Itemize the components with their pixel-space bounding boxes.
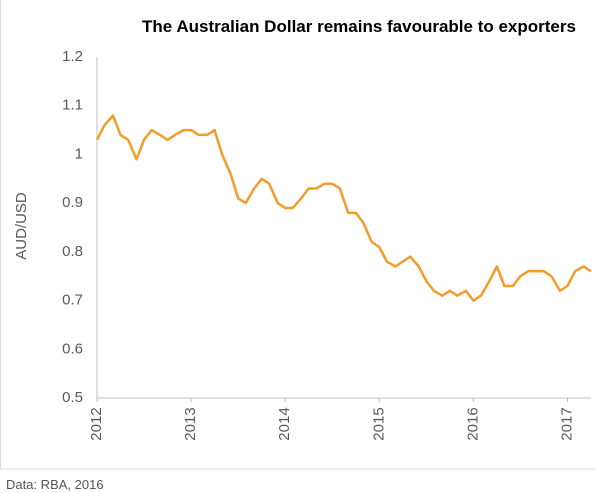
chart-title: The Australian Dollar remains favourable… xyxy=(142,17,576,36)
y-axis-label: AUD/USD xyxy=(13,192,30,260)
x-tick-label: 2015 xyxy=(370,407,387,440)
x-tick-label: 2013 xyxy=(182,407,199,440)
y-tick-label: 1 xyxy=(75,145,83,162)
x-tick-label: 2016 xyxy=(464,407,481,440)
data-line xyxy=(95,114,592,302)
frame xyxy=(0,0,596,470)
y-tick-label: 0.7 xyxy=(62,292,83,309)
source-note: Data: RBA, 2016 xyxy=(6,477,104,492)
y-tick-label: 1.1 xyxy=(62,97,83,114)
y-tick-label: 0.9 xyxy=(62,194,83,211)
x-tick-label: 2014 xyxy=(276,407,293,440)
y-tick-label: 0.8 xyxy=(62,243,83,260)
x-tick-label: 2017 xyxy=(558,407,575,440)
y-tick-label: 0.6 xyxy=(62,340,83,357)
y-tick-label: 0.5 xyxy=(62,389,83,406)
x-tick-label: 2012 xyxy=(88,407,105,440)
y-tick-label: 1.2 xyxy=(62,48,83,65)
